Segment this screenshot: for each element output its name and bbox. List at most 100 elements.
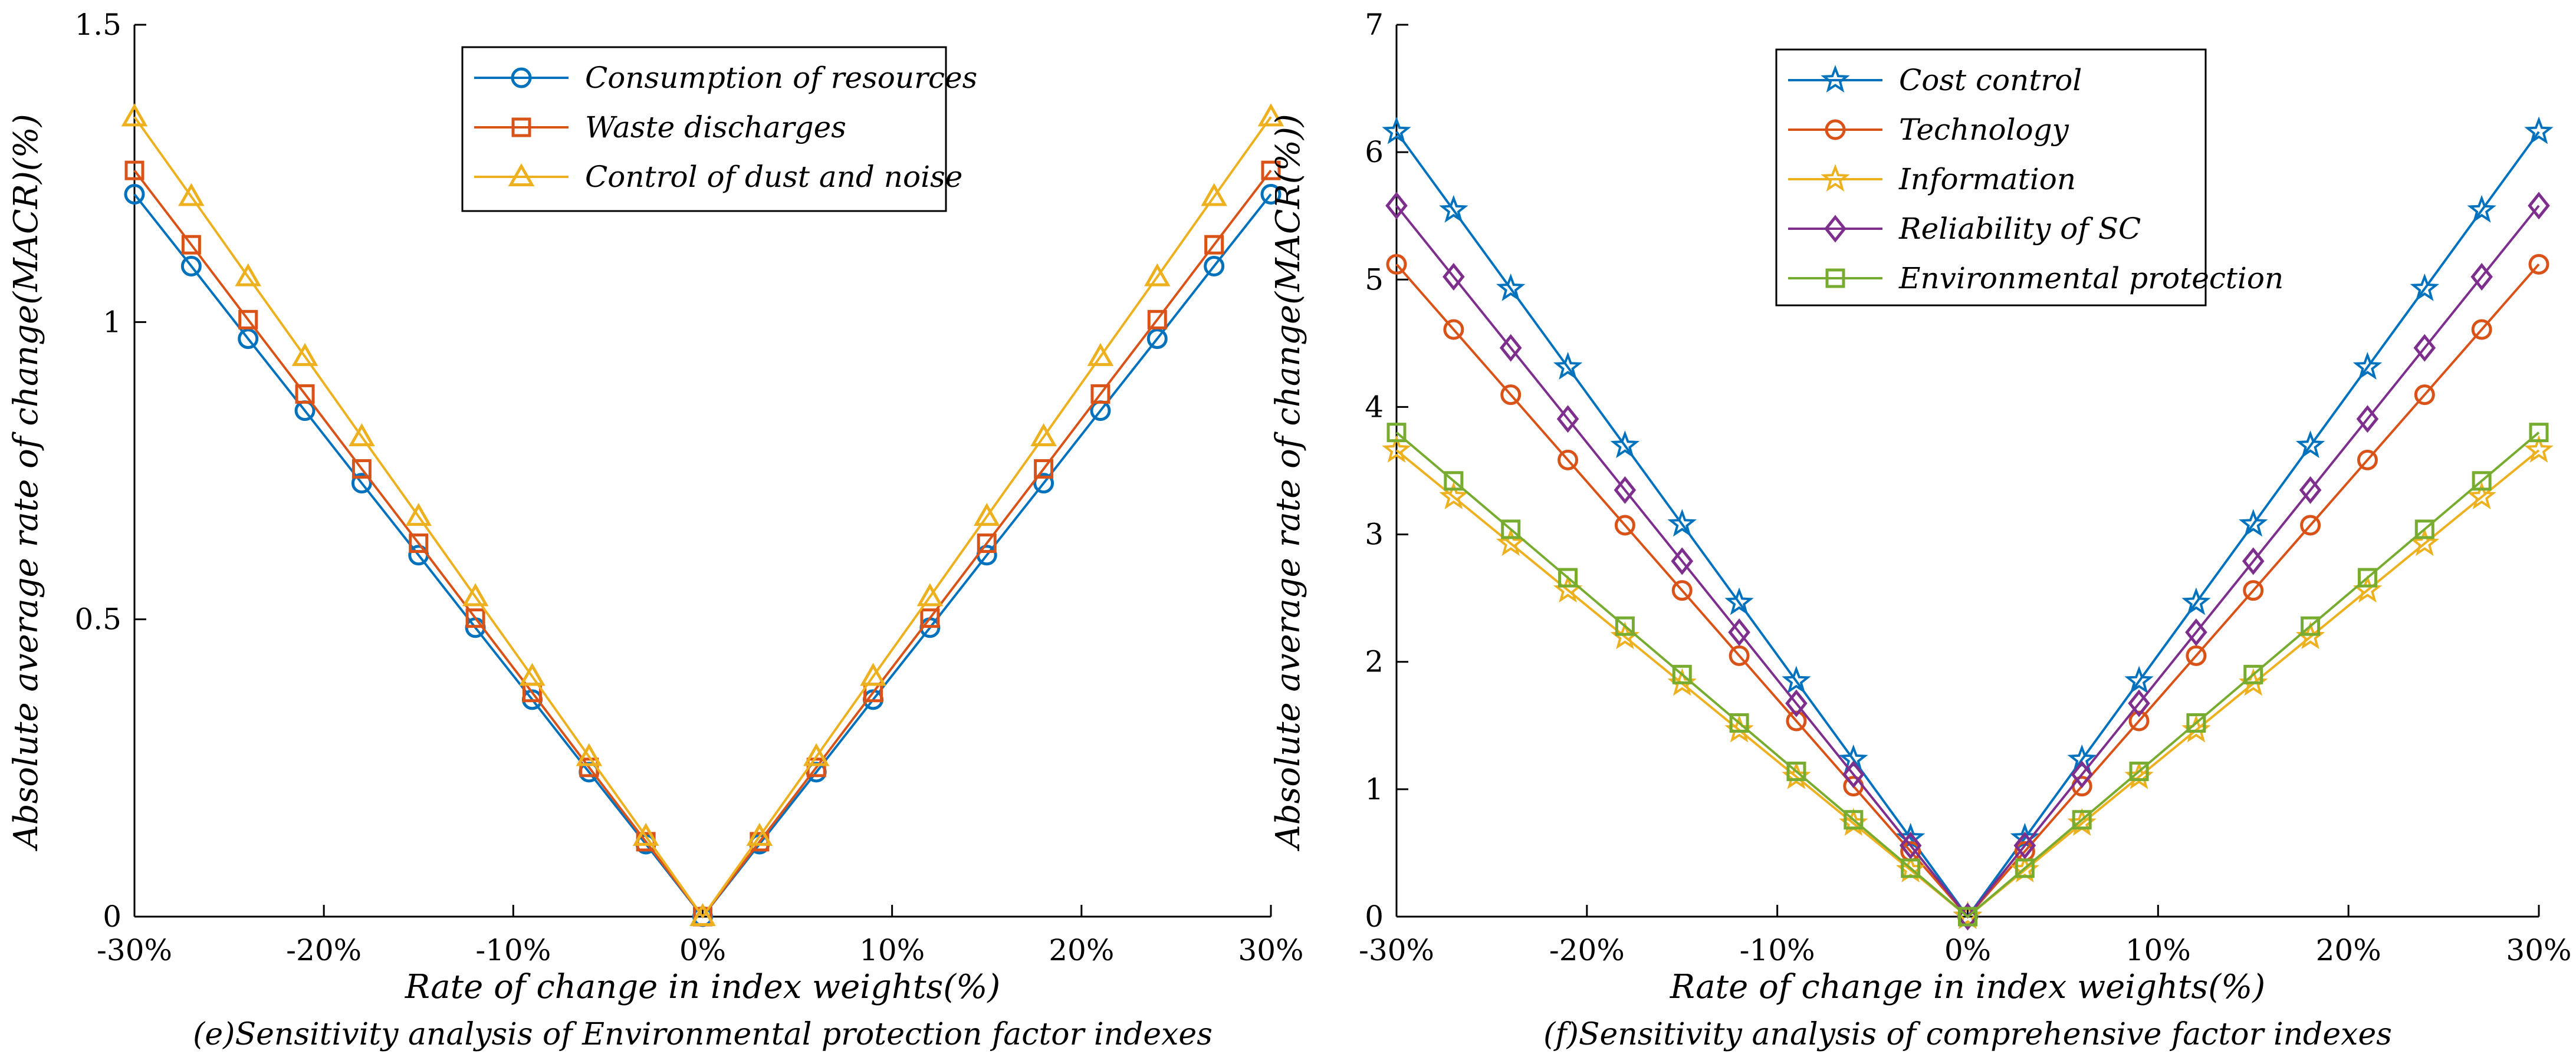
data-point — [1724, 587, 1754, 615]
data-point — [1901, 858, 1921, 878]
data-point — [1260, 183, 1282, 205]
y-tick-label: 4 — [1365, 390, 1384, 424]
data-point — [1556, 405, 1579, 433]
data-point — [1614, 515, 1635, 536]
data-point — [1667, 509, 1697, 537]
y-tick-label: 5 — [1365, 262, 1384, 297]
data-point — [2295, 430, 2325, 459]
data-point — [1201, 183, 1227, 206]
data-point — [2524, 435, 2554, 463]
legend-label: Waste discharges — [585, 110, 846, 144]
legend-label: Technology — [1899, 113, 2069, 147]
data-point — [1672, 664, 1692, 684]
x-tick-label: 10% — [859, 933, 925, 967]
data-point — [1444, 471, 1464, 491]
data-point — [238, 309, 258, 330]
chart-e: 0 0.5 1 1.5 -30% -20% -10% 0% 10% 20% 30% Rate of c… — [7, 8, 1304, 1052]
x-tick-label: -30% — [1359, 933, 1434, 967]
x-tick-label: 0% — [679, 933, 726, 967]
data-point — [2357, 449, 2378, 470]
data-point — [803, 743, 830, 766]
data-point — [1146, 328, 1168, 350]
y-tick-label: 7 — [1365, 8, 1384, 42]
data-point — [920, 608, 940, 628]
legend-marker — [1825, 268, 1845, 288]
data-point — [2414, 384, 2435, 406]
data-point — [2299, 476, 2322, 504]
data-point — [2181, 587, 2211, 615]
x-tick-label: -20% — [1549, 933, 1625, 967]
series-environmental-protection — [1386, 423, 2549, 927]
data-point — [1558, 568, 1578, 588]
series-line — [1395, 449, 2540, 918]
data-point — [2128, 710, 2150, 732]
chart-f: 0 1 2 3 4 5 6 7 -30% -20% -10% 0% 10% 20% 30% Rate of c… — [1269, 8, 2572, 1052]
legend: Cost control Technology Information Reliabi… — [1775, 48, 2283, 307]
data-point — [2243, 664, 2263, 684]
legend-label: Information — [1898, 162, 2076, 196]
series-line — [133, 116, 1272, 919]
data-point — [2186, 645, 2207, 666]
data-point — [2242, 547, 2265, 575]
legend-label: Reliability of SC — [1898, 212, 2141, 246]
data-point — [409, 533, 429, 554]
legend-label: Consumption of resources — [585, 61, 977, 95]
data-point — [1439, 482, 1468, 510]
data-point — [1785, 689, 1808, 717]
data-point — [405, 503, 432, 526]
data-point — [2186, 713, 2206, 733]
data-point — [1087, 342, 1114, 366]
data-point — [238, 328, 259, 350]
data-point — [2528, 192, 2550, 220]
series-information — [1382, 435, 2554, 930]
legend-marker — [1821, 65, 1850, 93]
data-point — [1501, 519, 1521, 539]
x-tick-label: 30% — [1238, 933, 1303, 967]
data-point — [1261, 160, 1281, 180]
data-point — [1499, 334, 1522, 362]
data-point — [1729, 713, 1749, 733]
data-point — [746, 822, 773, 846]
y-tick-label: 1 — [1365, 772, 1384, 806]
data-point — [1728, 618, 1750, 647]
data-point — [2410, 273, 2440, 301]
data-point — [1958, 907, 1977, 927]
data-point — [1030, 423, 1057, 447]
x-tick-label: 0% — [1944, 933, 1991, 967]
chart-caption: (f)Sensitivity analysis of comprehensive… — [1543, 1017, 2392, 1052]
data-point — [2243, 580, 2264, 601]
data-point — [2467, 195, 2496, 223]
data-point — [1386, 253, 1407, 275]
data-point — [519, 663, 546, 686]
data-point — [124, 160, 144, 180]
x-tick-label: -20% — [286, 933, 362, 967]
x-tick-label: 30% — [2506, 933, 2571, 967]
data-point — [2124, 666, 2154, 694]
data-point — [2015, 858, 2035, 878]
data-point — [2472, 471, 2492, 491]
data-point — [2301, 616, 2321, 636]
legend-marker — [1821, 164, 1850, 192]
data-point — [349, 423, 375, 447]
data-point — [121, 103, 148, 127]
data-point — [2352, 351, 2383, 380]
data-point — [124, 183, 145, 205]
data-point — [181, 235, 201, 255]
series-consumption-of-resources — [124, 183, 1282, 927]
data-point — [1786, 762, 1806, 782]
chart-caption: (e)Sensitivity analysis of Environmental… — [193, 1017, 1213, 1052]
data-point — [1844, 810, 1864, 830]
data-point — [1033, 473, 1054, 494]
data-point — [1842, 760, 1865, 789]
data-point — [1443, 263, 1465, 291]
data-point — [2528, 253, 2549, 275]
data-point — [1090, 384, 1110, 404]
x-tick-label: 20% — [2316, 933, 2381, 967]
legend-marker — [1824, 215, 1846, 243]
data-point — [1729, 645, 1750, 666]
x-axis-label: Rate of change in index weights(%) — [405, 968, 1000, 1006]
data-point — [1671, 580, 1693, 601]
data-point — [1899, 831, 1922, 859]
legend-marker — [511, 67, 532, 88]
